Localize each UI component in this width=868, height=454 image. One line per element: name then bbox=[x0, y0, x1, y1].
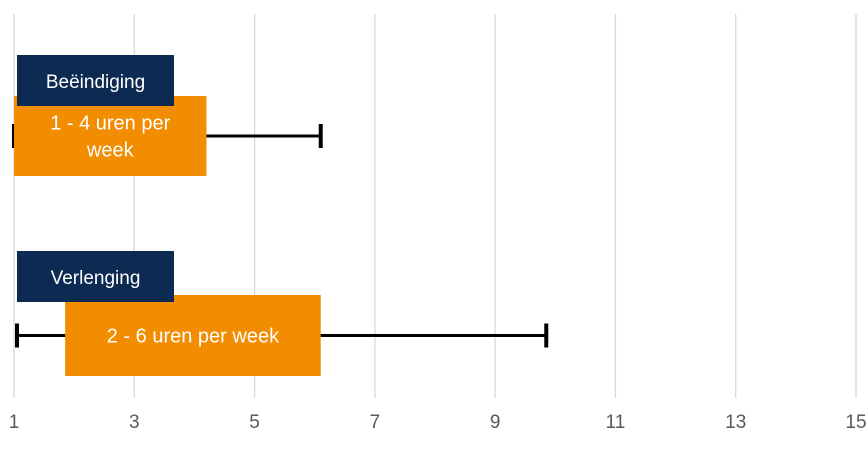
x-axis-tick-labels: 1 3 5 7 9 11 13 15 bbox=[9, 412, 867, 433]
range-bar bbox=[14, 96, 207, 176]
category-label-box bbox=[17, 251, 174, 302]
category-group: 1 - 4 uren per week Beëindiging bbox=[12, 55, 323, 176]
bar-label: 1 - 4 uren per bbox=[50, 113, 170, 135]
category-group: 2 - 6 uren per week Verlenging bbox=[15, 251, 549, 376]
x-tick-label: 7 bbox=[370, 412, 381, 433]
x-tick-label: 13 bbox=[725, 412, 746, 433]
bars-group: 1 - 4 uren per week Beëindiging 2 - 6 uren … bbox=[12, 55, 549, 376]
x-tick-label: 3 bbox=[129, 412, 140, 433]
x-tick-label: 9 bbox=[490, 412, 501, 433]
x-tick-label: 1 bbox=[9, 412, 20, 433]
x-tick-label: 5 bbox=[249, 412, 260, 433]
category-label-box bbox=[17, 55, 174, 106]
bar-label: 2 - 6 uren per week bbox=[107, 326, 280, 348]
category-label: Beëindiging bbox=[46, 72, 145, 93]
range-bar bbox=[65, 295, 321, 376]
x-tick-label: 11 bbox=[606, 412, 626, 433]
bar-label: week bbox=[86, 140, 135, 162]
category-label: Verlenging bbox=[51, 268, 141, 289]
x-tick-label: 15 bbox=[845, 412, 866, 433]
